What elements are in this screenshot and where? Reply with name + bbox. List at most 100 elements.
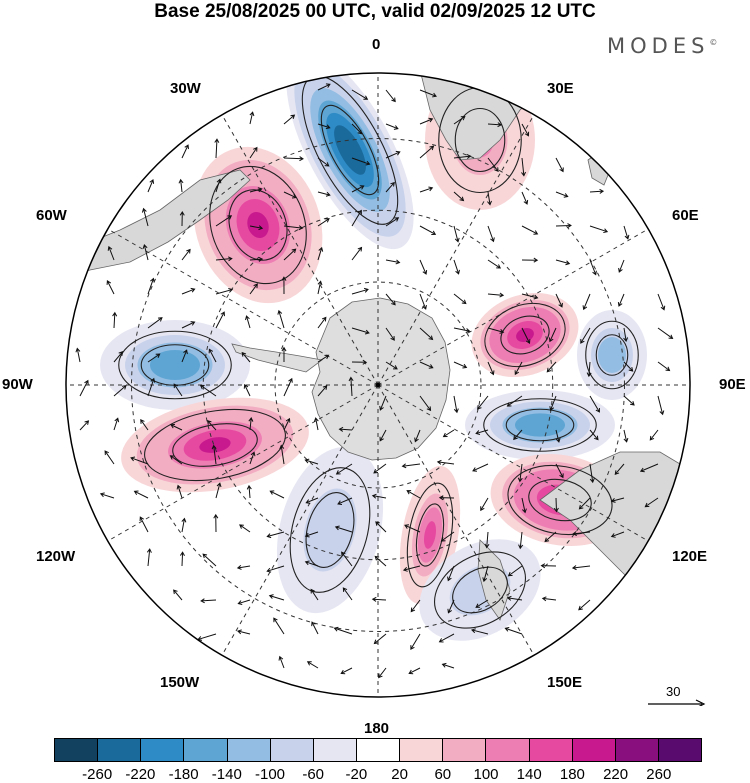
wind-arrow <box>278 655 285 669</box>
wind-arrow <box>555 157 564 173</box>
wind-arrow <box>487 292 505 298</box>
anomaly-atlantic-negative <box>342 137 358 163</box>
wind-arrow <box>351 157 371 166</box>
anomaly-southwest-atlantic-positive <box>247 211 269 239</box>
wind-arrow <box>410 633 421 650</box>
wind-arrow <box>147 377 156 397</box>
wind-arrow <box>351 209 362 227</box>
contour-southwest-atlantic-positive <box>228 189 288 261</box>
wind-arrow <box>373 633 387 645</box>
wind-arrow <box>649 429 659 441</box>
wind-arrow <box>277 309 285 329</box>
wind-arrow <box>249 187 263 193</box>
wind-arrow <box>249 225 264 231</box>
wind-arrow <box>555 223 572 229</box>
wind-arrow <box>506 595 523 601</box>
wind-arrow <box>482 565 489 583</box>
map-frame <box>65 72 691 698</box>
wind-arrow <box>236 629 251 635</box>
wind-arrow <box>147 317 163 329</box>
wind-arrow <box>471 628 489 635</box>
wind-arrow <box>317 218 330 227</box>
wind-arrow <box>249 111 255 125</box>
wind-arrow <box>453 225 460 243</box>
wind-arrow <box>249 256 264 262</box>
wind-arrow <box>385 259 401 265</box>
wind-arrow <box>517 463 523 483</box>
south-america <box>69 169 251 276</box>
contour-southwest-atlantic-positive <box>209 165 307 285</box>
wind-arrow <box>215 215 233 227</box>
reference-vector-label: 30 <box>666 684 681 699</box>
colorbar-bin <box>313 739 357 761</box>
wind-arrow <box>215 288 234 295</box>
wind-arrow <box>610 531 625 538</box>
wind-arrow <box>379 429 387 442</box>
wind-arrow <box>610 497 625 503</box>
wind-arrow <box>419 225 437 236</box>
label-0: 0 <box>372 36 381 53</box>
wind-arrow <box>283 248 297 261</box>
colorbar <box>54 738 702 762</box>
wind-arrow <box>404 524 421 533</box>
wind-arrow <box>385 181 395 193</box>
wind-arrow <box>249 146 258 159</box>
colorbar-tick-label: 260 <box>646 766 672 783</box>
label-60w: 60W <box>36 207 67 224</box>
wind-arrow <box>200 598 217 604</box>
colorbar-bin <box>55 739 99 761</box>
wind-arrow <box>342 587 353 601</box>
wind-arrow <box>249 451 256 465</box>
contour-indian-ocean-positive <box>500 315 550 355</box>
wind-vectors <box>75 83 674 679</box>
latitude-circle <box>274 281 482 489</box>
label-120e: 120E <box>672 548 708 565</box>
wind-arrow <box>279 444 285 465</box>
colorbar-tick-label: 220 <box>603 766 629 783</box>
wind-arrow <box>410 599 421 613</box>
wind-arrow <box>419 259 428 275</box>
wind-arrow <box>374 555 387 567</box>
anomaly-southeast-pacific-positive <box>199 437 231 453</box>
wind-arrow <box>112 311 118 329</box>
wind-arrow <box>243 383 251 397</box>
wind-arrow <box>406 490 421 499</box>
colorbar-bin <box>400 739 444 761</box>
wind-arrow <box>453 361 468 369</box>
contour-indian-ocean-east-negative <box>585 320 639 390</box>
latitude-circle <box>202 209 554 561</box>
wind-arrow <box>639 463 659 473</box>
wind-arrow <box>147 353 161 363</box>
wind-arrow <box>447 599 455 614</box>
contour-southeast-pacific-positive <box>144 408 286 482</box>
wind-arrow <box>107 245 115 261</box>
wind-arrow <box>313 417 319 431</box>
wind-arrow <box>623 225 630 240</box>
wind-arrow <box>179 551 185 567</box>
wind-arrow <box>546 361 557 373</box>
colorbar-tick-label: -20 <box>345 766 368 783</box>
anomaly-southeast-pacific-negative <box>162 357 188 373</box>
wind-arrow <box>266 565 285 573</box>
wind-arrow <box>181 144 189 159</box>
wind-arrow <box>181 321 196 329</box>
wind-arrow <box>555 191 569 198</box>
wind-arrow <box>514 361 523 376</box>
wind-arrow <box>310 588 319 601</box>
wind-arrow <box>513 429 523 441</box>
wind-arrow <box>657 361 671 372</box>
wind-arrow <box>206 419 217 431</box>
colorbar-tick-label: 140 <box>516 766 542 783</box>
wind-arrow <box>113 417 120 431</box>
south-pole-marker <box>375 382 381 388</box>
wind-arrow <box>555 259 571 266</box>
anomaly-south-pacific-negative <box>316 509 344 551</box>
colorbar-bin <box>486 739 530 761</box>
wind-arrow <box>173 589 183 601</box>
wind-arrow <box>385 89 396 103</box>
wind-arrow <box>504 626 523 635</box>
wind-arrow <box>333 626 353 635</box>
antarctica <box>311 297 451 461</box>
label-150w: 150W <box>160 674 200 691</box>
